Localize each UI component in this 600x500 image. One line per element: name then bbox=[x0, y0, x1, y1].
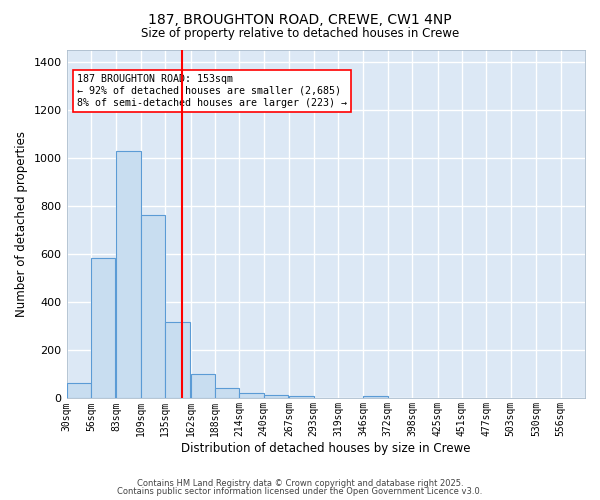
Text: 187 BROUGHTON ROAD: 153sqm
← 92% of detached houses are smaller (2,685)
8% of se: 187 BROUGHTON ROAD: 153sqm ← 92% of deta… bbox=[77, 74, 347, 108]
X-axis label: Distribution of detached houses by size in Crewe: Distribution of detached houses by size … bbox=[181, 442, 470, 455]
Bar bbox=[141, 214, 165, 398]
Bar bbox=[191, 374, 215, 398]
Bar bbox=[165, 322, 190, 398]
Text: 187, BROUGHTON ROAD, CREWE, CW1 4NP: 187, BROUGHTON ROAD, CREWE, CW1 4NP bbox=[148, 12, 452, 26]
Bar bbox=[215, 388, 239, 398]
Bar bbox=[67, 383, 91, 398]
Text: Contains public sector information licensed under the Open Government Licence v3: Contains public sector information licen… bbox=[118, 487, 482, 496]
Bar bbox=[116, 151, 141, 398]
Bar bbox=[364, 396, 388, 398]
Y-axis label: Number of detached properties: Number of detached properties bbox=[15, 131, 28, 317]
Bar bbox=[289, 396, 314, 398]
Text: Contains HM Land Registry data © Crown copyright and database right 2025.: Contains HM Land Registry data © Crown c… bbox=[137, 478, 463, 488]
Bar bbox=[264, 395, 288, 398]
Text: Size of property relative to detached houses in Crewe: Size of property relative to detached ho… bbox=[141, 28, 459, 40]
Bar bbox=[239, 393, 264, 398]
Bar bbox=[91, 258, 115, 398]
